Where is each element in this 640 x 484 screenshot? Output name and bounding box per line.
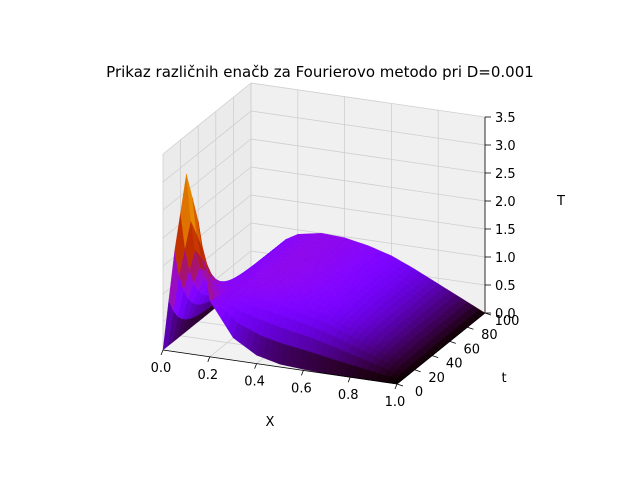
x-tick-label: 0.6: [291, 381, 312, 396]
z-axis-label: T: [556, 194, 565, 209]
x-axis-ticks: 0.0 0.2 0.4 0.6 0.8 1.0: [151, 349, 406, 410]
grid-line-z: [162, 110, 252, 183]
x-axis-label: X: [266, 415, 275, 430]
z-tick-label: 1.5: [495, 223, 516, 238]
z-tick-label: 3.5: [495, 111, 516, 126]
x-tick-mark: [160, 349, 164, 356]
chart-title: Prikaz različnih enačb za Fourierovo met…: [106, 63, 534, 81]
grid-line-z: [250, 82, 486, 118]
grid-line-z: [250, 110, 486, 146]
x-tick-label: 1.0: [385, 395, 406, 410]
t-tick-mark: [449, 341, 456, 344]
grid-line-z: [250, 194, 486, 230]
x-tick-label: 0.8: [338, 388, 359, 403]
x-tick-mark: [347, 377, 351, 383]
grid-line-z: [162, 82, 252, 155]
x-tick-mark: [254, 363, 257, 369]
axis-lines: [162, 117, 486, 385]
grid-line-z: [250, 166, 486, 202]
t-tick-mark: [396, 383, 404, 387]
x-tick-label: 0.0: [151, 361, 172, 376]
t-tick-label: 100: [495, 314, 520, 329]
z-tick-label: 2.5: [495, 167, 516, 182]
z-tick-label: 2.0: [495, 195, 516, 210]
t-axis-line: [396, 312, 486, 385]
x-axis-line: [162, 349, 398, 385]
surface-mesh: [162, 174, 486, 385]
t-tick-label: 0: [415, 385, 423, 400]
t-tick-mark: [432, 355, 439, 358]
z-tick-label: 0.0: [495, 307, 516, 322]
t-tick-label: 20: [428, 371, 445, 386]
t-tick-label: 40: [446, 357, 463, 372]
grid-line-z: [250, 222, 486, 258]
x-tick-mark: [207, 356, 211, 362]
x-tick-label: 0.2: [197, 368, 218, 383]
z-tick-label: 3.0: [495, 139, 516, 154]
t-tick-mark: [414, 369, 421, 373]
z-tick-label: 1.0: [495, 251, 516, 266]
z-tick-label: 0.5: [495, 279, 516, 294]
grid-line-z: [162, 166, 252, 239]
x-tick-mark: [301, 370, 304, 376]
grid-line-z: [250, 138, 486, 174]
t-tick-label: 80: [481, 328, 498, 343]
x-tick-mark: [394, 383, 398, 390]
x-tick-label: 0.4: [244, 375, 265, 390]
t-tick-label: 60: [464, 342, 481, 357]
grid-line-z: [162, 138, 252, 211]
t-tick-mark: [467, 326, 474, 330]
z-axis-ticks: 0.0 0.5 1.0 1.5 2.0 2.5 3.0 3.5: [485, 111, 516, 322]
y-axis-label: t: [501, 371, 506, 386]
